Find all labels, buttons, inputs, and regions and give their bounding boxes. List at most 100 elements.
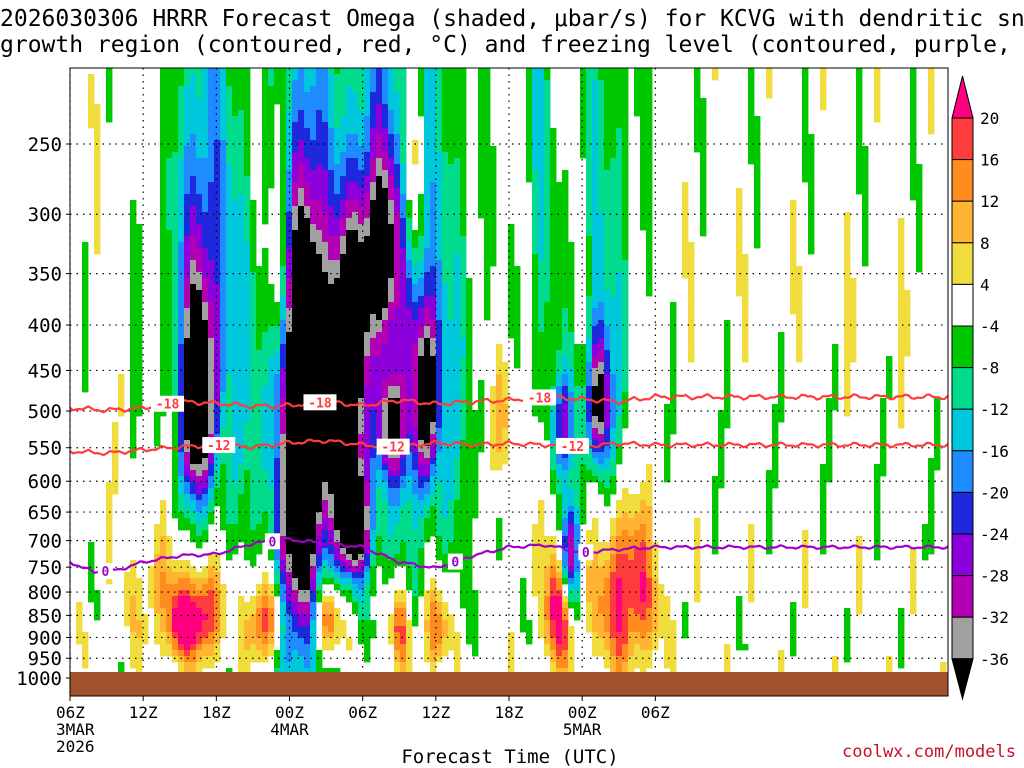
omega-cell — [640, 212, 647, 219]
omega-cell — [202, 104, 209, 111]
omega-cell — [526, 164, 533, 171]
omega-cell — [856, 158, 863, 165]
omega-cell — [244, 206, 251, 213]
omega-cell — [514, 320, 521, 327]
omega-cell — [304, 74, 311, 81]
omega-cell — [646, 200, 653, 207]
omega-cell — [382, 218, 389, 225]
omega-cell — [208, 296, 215, 303]
omega-cell — [178, 278, 185, 285]
omega-cell — [646, 212, 653, 219]
omega-cell — [190, 248, 197, 255]
omega-cell — [682, 266, 689, 273]
omega-cell — [442, 86, 449, 93]
omega-cell — [382, 182, 389, 189]
omega-cell — [214, 122, 221, 129]
omega-cell — [292, 362, 299, 369]
omega-cell — [190, 332, 197, 339]
omega-cell — [316, 134, 323, 141]
omega-cell — [694, 146, 701, 153]
omega-cell — [898, 332, 905, 339]
omega-cell — [304, 158, 311, 165]
omega-cell — [808, 212, 815, 219]
omega-cell — [280, 212, 287, 219]
omega-cell — [238, 356, 245, 363]
omega-cell — [436, 320, 443, 327]
omega-cell — [592, 368, 599, 375]
omega-cell — [850, 314, 857, 321]
omega-cell — [190, 140, 197, 147]
omega-cell — [178, 200, 185, 207]
omega-cell — [532, 116, 539, 123]
omega-cell — [340, 68, 347, 75]
omega-cell — [280, 416, 287, 423]
omega-cell — [484, 194, 491, 201]
omega-cell — [352, 224, 359, 231]
omega-cell — [340, 296, 347, 303]
omega-cell — [586, 116, 593, 123]
omega-cell — [508, 254, 515, 261]
omega-cell — [418, 380, 425, 387]
omega-cell — [454, 260, 461, 267]
omega-cell — [592, 344, 599, 351]
omega-cell — [382, 374, 389, 381]
omega-cell — [418, 308, 425, 315]
omega-cell — [550, 362, 557, 369]
omega-cell — [448, 134, 455, 141]
omega-cell — [304, 122, 311, 129]
omega-cell — [136, 356, 143, 363]
omega-cell — [532, 104, 539, 111]
omega-cell — [340, 242, 347, 249]
omega-cell — [136, 398, 143, 405]
omega-cell — [418, 86, 425, 93]
omega-cell — [388, 422, 395, 429]
omega-cell — [742, 314, 749, 321]
omega-cell — [364, 242, 371, 249]
omega-cell — [634, 68, 641, 75]
omega-cell — [640, 146, 647, 153]
omega-cell — [292, 74, 299, 81]
omega-cell — [448, 86, 455, 93]
omega-cell — [340, 128, 347, 135]
omega-cell — [622, 356, 629, 363]
omega-cell — [340, 182, 347, 189]
omega-cell — [862, 164, 869, 171]
omega-cell — [490, 206, 497, 213]
omega-cell — [484, 212, 491, 219]
omega-cell — [340, 230, 347, 237]
omega-cell — [544, 146, 551, 153]
omega-cell — [214, 344, 221, 351]
omega-cell — [388, 242, 395, 249]
omega-cell — [184, 278, 191, 285]
omega-cell — [160, 128, 167, 135]
omega-cell — [796, 314, 803, 321]
omega-cell — [724, 374, 731, 381]
omega-cell — [580, 104, 587, 111]
omega-cell — [736, 278, 743, 285]
omega-cell — [160, 170, 167, 177]
omega-cell — [112, 452, 119, 459]
omega-cell — [886, 368, 893, 375]
omega-cell — [550, 308, 557, 315]
omega-cell — [352, 332, 359, 339]
omega-cell — [604, 392, 611, 399]
omega-cell — [370, 212, 377, 219]
omega-cell — [130, 416, 137, 423]
omega-cell — [568, 248, 575, 255]
omega-cell — [484, 116, 491, 123]
omega-cell — [256, 272, 263, 279]
omega-cell — [394, 326, 401, 333]
omega-cell — [466, 416, 473, 423]
omega-cell — [214, 422, 221, 429]
omega-cell — [580, 68, 587, 75]
omega-cell — [196, 284, 203, 291]
omega-cell — [262, 116, 269, 123]
omega-cell — [136, 260, 143, 267]
omega-cell — [430, 86, 437, 93]
omega-cell — [904, 332, 911, 339]
omega-cell — [268, 164, 275, 171]
omega-cell — [472, 446, 479, 453]
omega-cell — [448, 302, 455, 309]
omega-cell — [598, 386, 605, 393]
omega-cell — [298, 290, 305, 297]
